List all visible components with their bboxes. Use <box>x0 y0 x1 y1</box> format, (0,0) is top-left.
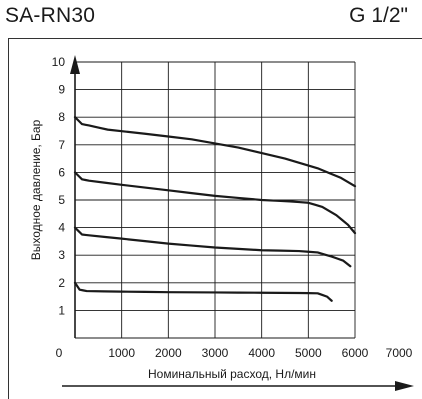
y-tick-label: 2 <box>58 276 65 290</box>
y-tick-label: 9 <box>58 83 65 97</box>
frame-left-line <box>8 38 9 399</box>
series-line-4 <box>73 281 333 302</box>
y-tick-label: 4 <box>58 221 65 235</box>
y-axis-label: Выходное давление, Бар <box>29 119 43 260</box>
grid <box>75 61 356 339</box>
thread-size: G 1/2" <box>349 4 408 27</box>
x-tick-label: 0 <box>56 346 63 360</box>
model-name: SA-RN30 <box>5 4 96 27</box>
y-tick-label: 3 <box>58 248 65 262</box>
x-tick-label: 4000 <box>248 346 275 360</box>
frame-top-line <box>8 38 422 39</box>
x-tick-label: 2000 <box>155 346 182 360</box>
y-tick-label: 10 <box>52 55 66 69</box>
x-tick-label: 5000 <box>295 346 322 360</box>
series-lines <box>73 116 357 302</box>
x-tick-label: 7000 <box>386 346 413 360</box>
y-tick-label: 6 <box>58 165 65 179</box>
chart-header: SA-RN30 G 1/2" <box>0 0 422 30</box>
y-axis-arrowhead <box>70 55 80 74</box>
y-tick-label: 8 <box>58 110 65 124</box>
x-axis-label: Номинальный расход, Нл/мин <box>148 367 316 381</box>
y-tick-label: 7 <box>58 138 65 152</box>
x-tick-label: 3000 <box>202 346 229 360</box>
tick-labels: 1 2 3 4 5 6 7 8 9 10 0 1000 2000 3000 4000 5000 6000 7000 <box>52 55 413 360</box>
x-axis-arrowhead <box>395 381 414 391</box>
series-line-3 <box>73 226 352 268</box>
axes <box>62 55 414 391</box>
series-line-2 <box>73 171 357 235</box>
y-tick-label: 1 <box>58 303 65 317</box>
x-tick-label: 6000 <box>342 346 369 360</box>
x-tick-label: 1000 <box>108 346 135 360</box>
y-tick-label: 5 <box>58 193 65 207</box>
series-line-1 <box>73 116 357 188</box>
